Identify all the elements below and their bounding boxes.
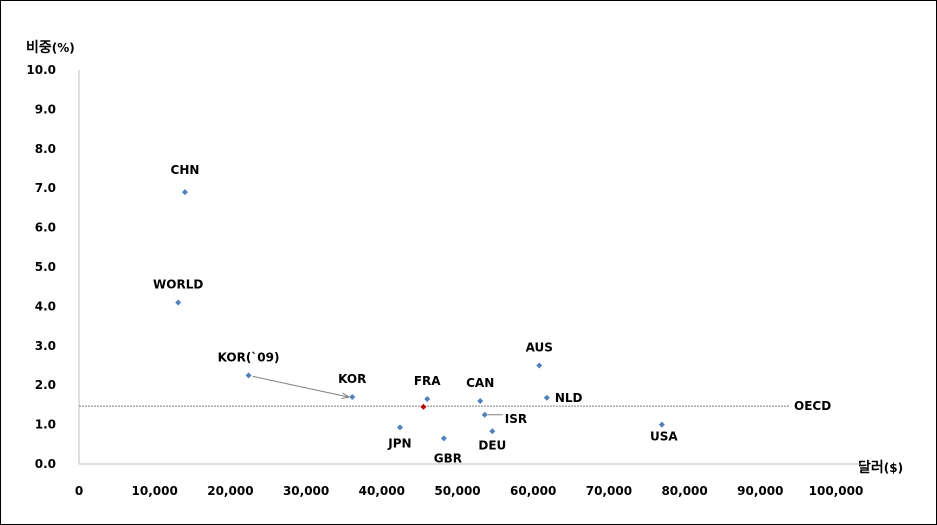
data-point-label: KOR(`09) (218, 350, 280, 364)
y-tick-label: 6.0 (35, 221, 56, 235)
x-axis-label-unit: ($) (884, 461, 903, 475)
x-axis-label: 달러($) (858, 460, 903, 476)
data-point-label: KOR (338, 372, 366, 386)
y-tick-label: 9.0 (35, 102, 56, 116)
data-point (477, 397, 484, 404)
y-tick-label: 7.0 (35, 181, 56, 195)
data-point (245, 372, 252, 379)
data-point-label: CAN (466, 376, 494, 390)
y-tick-label: 4.0 (35, 299, 56, 313)
data-point-labels: CHN WORLD KOR(`09) KOR FRA CAN AUS NLD ISR JPN GBR… (153, 163, 678, 465)
x-tick-label: 80,000 (661, 484, 707, 498)
x-tick-label: 90,000 (737, 484, 783, 498)
x-tick-label: 40,000 (359, 484, 405, 498)
y-tick-label: 2.0 (35, 378, 56, 392)
data-point-label: JPN (387, 436, 411, 450)
y-axis-label: 비중(%) (26, 40, 75, 56)
data-point (440, 435, 447, 442)
y-tick-label: 0.0 (35, 457, 56, 471)
data-point-label: DEU (478, 438, 506, 452)
data-point (481, 411, 488, 418)
y-tick-label: 8.0 (35, 142, 56, 156)
oecd-reference-label: OECD (794, 399, 831, 413)
x-tick-label: 10,000 (132, 484, 178, 498)
data-point (424, 395, 431, 402)
y-tick-labels: 0.0 1.0 2.0 3.0 4.0 5.0 6.0 7.0 8.0 9.0 10.0 (26, 63, 56, 471)
data-point-label: CHN (171, 163, 200, 177)
data-point (181, 189, 188, 196)
kor-trend-arrow (252, 375, 349, 397)
data-point-label: NLD (555, 391, 583, 405)
x-tick-label: 100,000 (809, 484, 864, 498)
data-point (349, 394, 356, 401)
data-point (658, 421, 665, 428)
data-point (543, 394, 550, 401)
y-tick-label: 1.0 (35, 418, 56, 432)
data-point (175, 299, 182, 306)
x-tick-labels: 0 10,000 20,000 30,000 40,000 50,000 60,000 70,… (75, 484, 864, 498)
data-point-label: AUS (526, 341, 553, 355)
data-point-label: GBR (434, 451, 462, 465)
data-point (489, 428, 496, 435)
x-tick-label: 20,000 (207, 484, 253, 498)
y-tick-label: 10.0 (26, 63, 56, 77)
y-tick-label: 5.0 (35, 260, 56, 274)
y-tick-label: 3.0 (35, 339, 56, 353)
data-point (536, 362, 543, 369)
data-point (396, 424, 403, 431)
x-tick-label: 30,000 (283, 484, 329, 498)
highlight-point (420, 403, 427, 410)
x-tick-label: 50,000 (434, 484, 480, 498)
data-point-label: WORLD (153, 277, 203, 291)
data-point-label: FRA (414, 374, 441, 388)
data-points (175, 189, 665, 442)
data-point-label: ISR (505, 412, 527, 426)
data-point-label: USA (650, 430, 678, 444)
x-tick-label: 60,000 (510, 484, 556, 498)
x-tick-label: 70,000 (586, 484, 632, 498)
x-axis-label-main: 달러 (858, 460, 884, 476)
x-tick-label: 0 (75, 484, 83, 498)
y-axis-label-main: 비중 (26, 40, 52, 56)
y-axis-label-unit: (%) (52, 41, 75, 55)
